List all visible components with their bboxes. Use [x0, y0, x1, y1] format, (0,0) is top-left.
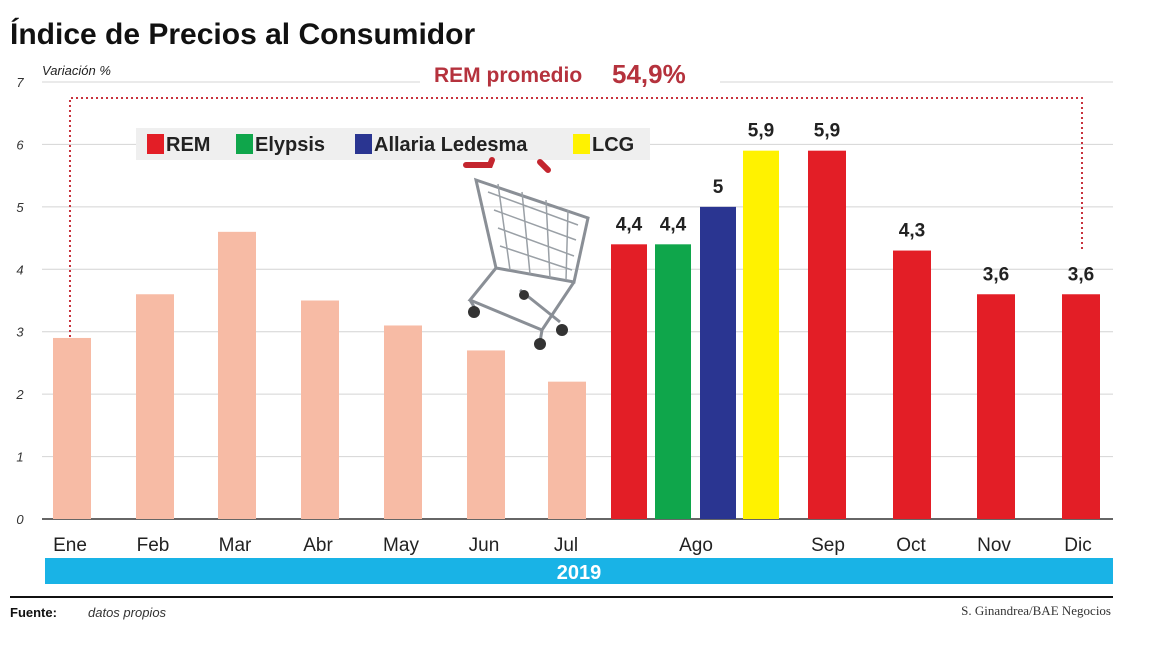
x-tick-label: Jul	[554, 535, 578, 556]
data-label: 4,3	[899, 221, 925, 242]
legend: REM Elypsis Allaria Ledesma LCG	[136, 128, 650, 160]
legend-label: REM	[166, 134, 210, 156]
x-tick-label: May	[383, 535, 419, 556]
bar-nov-rem	[977, 294, 1015, 519]
y-tick-label: 6	[16, 137, 24, 152]
year-band	[45, 558, 1113, 584]
data-label: 3,6	[983, 264, 1009, 285]
legend-label: Allaria Ledesma	[374, 134, 528, 156]
bar-oct-rem	[893, 250, 931, 520]
y-tick-label: 5	[16, 200, 24, 215]
data-label: 4,4	[660, 214, 687, 235]
x-tick-label: Mar	[219, 535, 252, 556]
rem-average-value: 54,9%	[612, 59, 686, 89]
data-label: 3,6	[1068, 264, 1094, 285]
y-tick-label: 0	[16, 512, 24, 527]
year-label: 2019	[557, 562, 602, 584]
legend-swatch	[236, 134, 253, 154]
data-label: 5,9	[748, 121, 774, 142]
bar-ago-rem	[611, 244, 647, 520]
y-axis-label: Variación %	[42, 63, 111, 78]
x-tick-label: Sep	[811, 535, 845, 556]
legend-swatch	[355, 134, 372, 154]
bar-mar-historical	[218, 231, 256, 520]
shopping-cart-icon	[463, 157, 590, 350]
y-ticks: 0 1 2 3 4 5 6 7	[15, 75, 24, 527]
bar-sep-rem	[808, 150, 846, 519]
bar-ene-historical	[53, 337, 91, 519]
source-label: Fuente:	[10, 605, 57, 620]
rem-average-label: REM promedio	[434, 64, 582, 87]
y-tick-label: 2	[15, 387, 24, 402]
data-label: 4,4	[616, 214, 643, 235]
bar-dic-rem	[1062, 294, 1100, 519]
bar-may-historical	[384, 325, 422, 519]
y-tick-label: 1	[16, 450, 23, 465]
y-tick-label: 7	[16, 75, 24, 90]
x-ticks: Ene Feb Mar Abr May Jun Jul Ago Sep Oct Nov Dic	[53, 535, 1092, 556]
x-tick-label: Jun	[469, 535, 500, 556]
legend-swatch	[147, 134, 164, 154]
x-tick-label: Dic	[1064, 535, 1091, 556]
y-tick-label: 4	[16, 262, 23, 277]
legend-swatch	[573, 134, 590, 154]
data-label: 5,9	[814, 121, 840, 142]
legend-label: Elypsis	[255, 134, 325, 156]
rem-average-bracket: REM promedio 54,9%	[69, 59, 1083, 337]
bars	[53, 150, 1100, 520]
source-text: datos propios	[88, 605, 167, 620]
data-labels: 4,4 4,4 5 5,9 5,9 4,3 3,6 3,6	[616, 121, 1094, 286]
bar-ago-lcg	[743, 150, 779, 519]
x-tick-label: Abr	[303, 535, 333, 556]
x-tick-label: Nov	[977, 535, 1011, 556]
credit: S. Ginandrea/BAE Negocios	[961, 603, 1111, 618]
x-tick-label: Ene	[53, 535, 87, 556]
chart-title: Índice de Precios al Consumidor	[10, 17, 475, 51]
x-tick-label: Oct	[896, 535, 926, 556]
legend-label: LCG	[592, 134, 634, 156]
y-tick-label: 3	[16, 325, 24, 340]
bar-feb-historical	[136, 294, 174, 519]
bar-ago-elypsis	[655, 244, 691, 520]
x-tick-label: Ago	[679, 535, 713, 556]
x-tick-label: Feb	[137, 535, 170, 556]
bar-jun-historical	[467, 350, 505, 519]
data-label: 5	[713, 177, 724, 198]
bar-ago-allaria-ledesma	[700, 206, 736, 519]
bar-abr-historical	[301, 300, 339, 519]
bar-jul-historical	[548, 381, 586, 519]
